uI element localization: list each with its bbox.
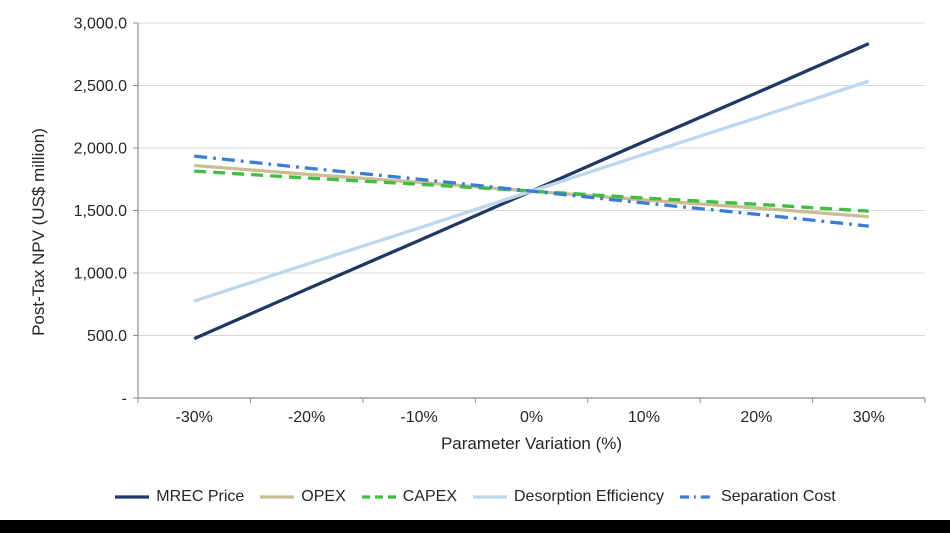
legend-label: Desorption Efficiency [514, 488, 664, 505]
y-tick-label: 1,500.0 [74, 203, 127, 220]
x-tick-label: -10% [400, 409, 437, 426]
legend-line-swatch [473, 495, 507, 499]
y-tick-label: - [122, 391, 127, 408]
x-axis-title: Parameter Variation (%) [441, 434, 622, 453]
x-tick-label: 30% [853, 409, 885, 426]
legend-item-separation-cost: Separation Cost [679, 488, 836, 506]
x-tick-label: -30% [176, 409, 213, 426]
legend-item-desorption-efficiency: Desorption Efficiency [472, 488, 664, 506]
y-tick-label: 2,500.0 [74, 78, 127, 95]
legend-label: CAPEX [402, 488, 457, 505]
y-tick-label: 1,000.0 [74, 266, 127, 283]
y-tick-label: 3,000.0 [74, 16, 127, 33]
legend-line-swatch [260, 495, 295, 499]
x-tick-label: 0% [520, 409, 543, 426]
legend-item-capex: CAPEX [361, 488, 457, 506]
series-line-separation-cost [194, 154, 869, 228]
legend-item-mrec-price: MREC Price [114, 488, 244, 506]
legend-line-swatch [680, 495, 714, 499]
bottom-black-bar [0, 520, 950, 533]
legend-label: MREC Price [156, 488, 245, 505]
legend-line-swatch [115, 495, 150, 499]
legend-label: OPEX [301, 488, 346, 505]
chart-legend: MREC Price OPEX CAPEX Desorption Efficiency… [0, 484, 950, 510]
x-tick-label: 10% [628, 409, 660, 426]
sensitivity-line-chart: - 500.0 1,000.0 1,500.0 2,000.0 2,500.0 3,000.… [29, 16, 926, 453]
x-tick-label: -20% [288, 409, 325, 426]
legend-item-opex: OPEX [259, 488, 346, 506]
y-tick-label: 500.0 [87, 328, 127, 345]
legend-label: Separation Cost [721, 488, 836, 505]
y-tick-label: 2,000.0 [74, 141, 127, 158]
y-axis-title: Post-Tax NPV (US$ million) [29, 128, 48, 336]
x-tick-label: 20% [740, 409, 772, 426]
legend-line-swatch [361, 495, 396, 499]
